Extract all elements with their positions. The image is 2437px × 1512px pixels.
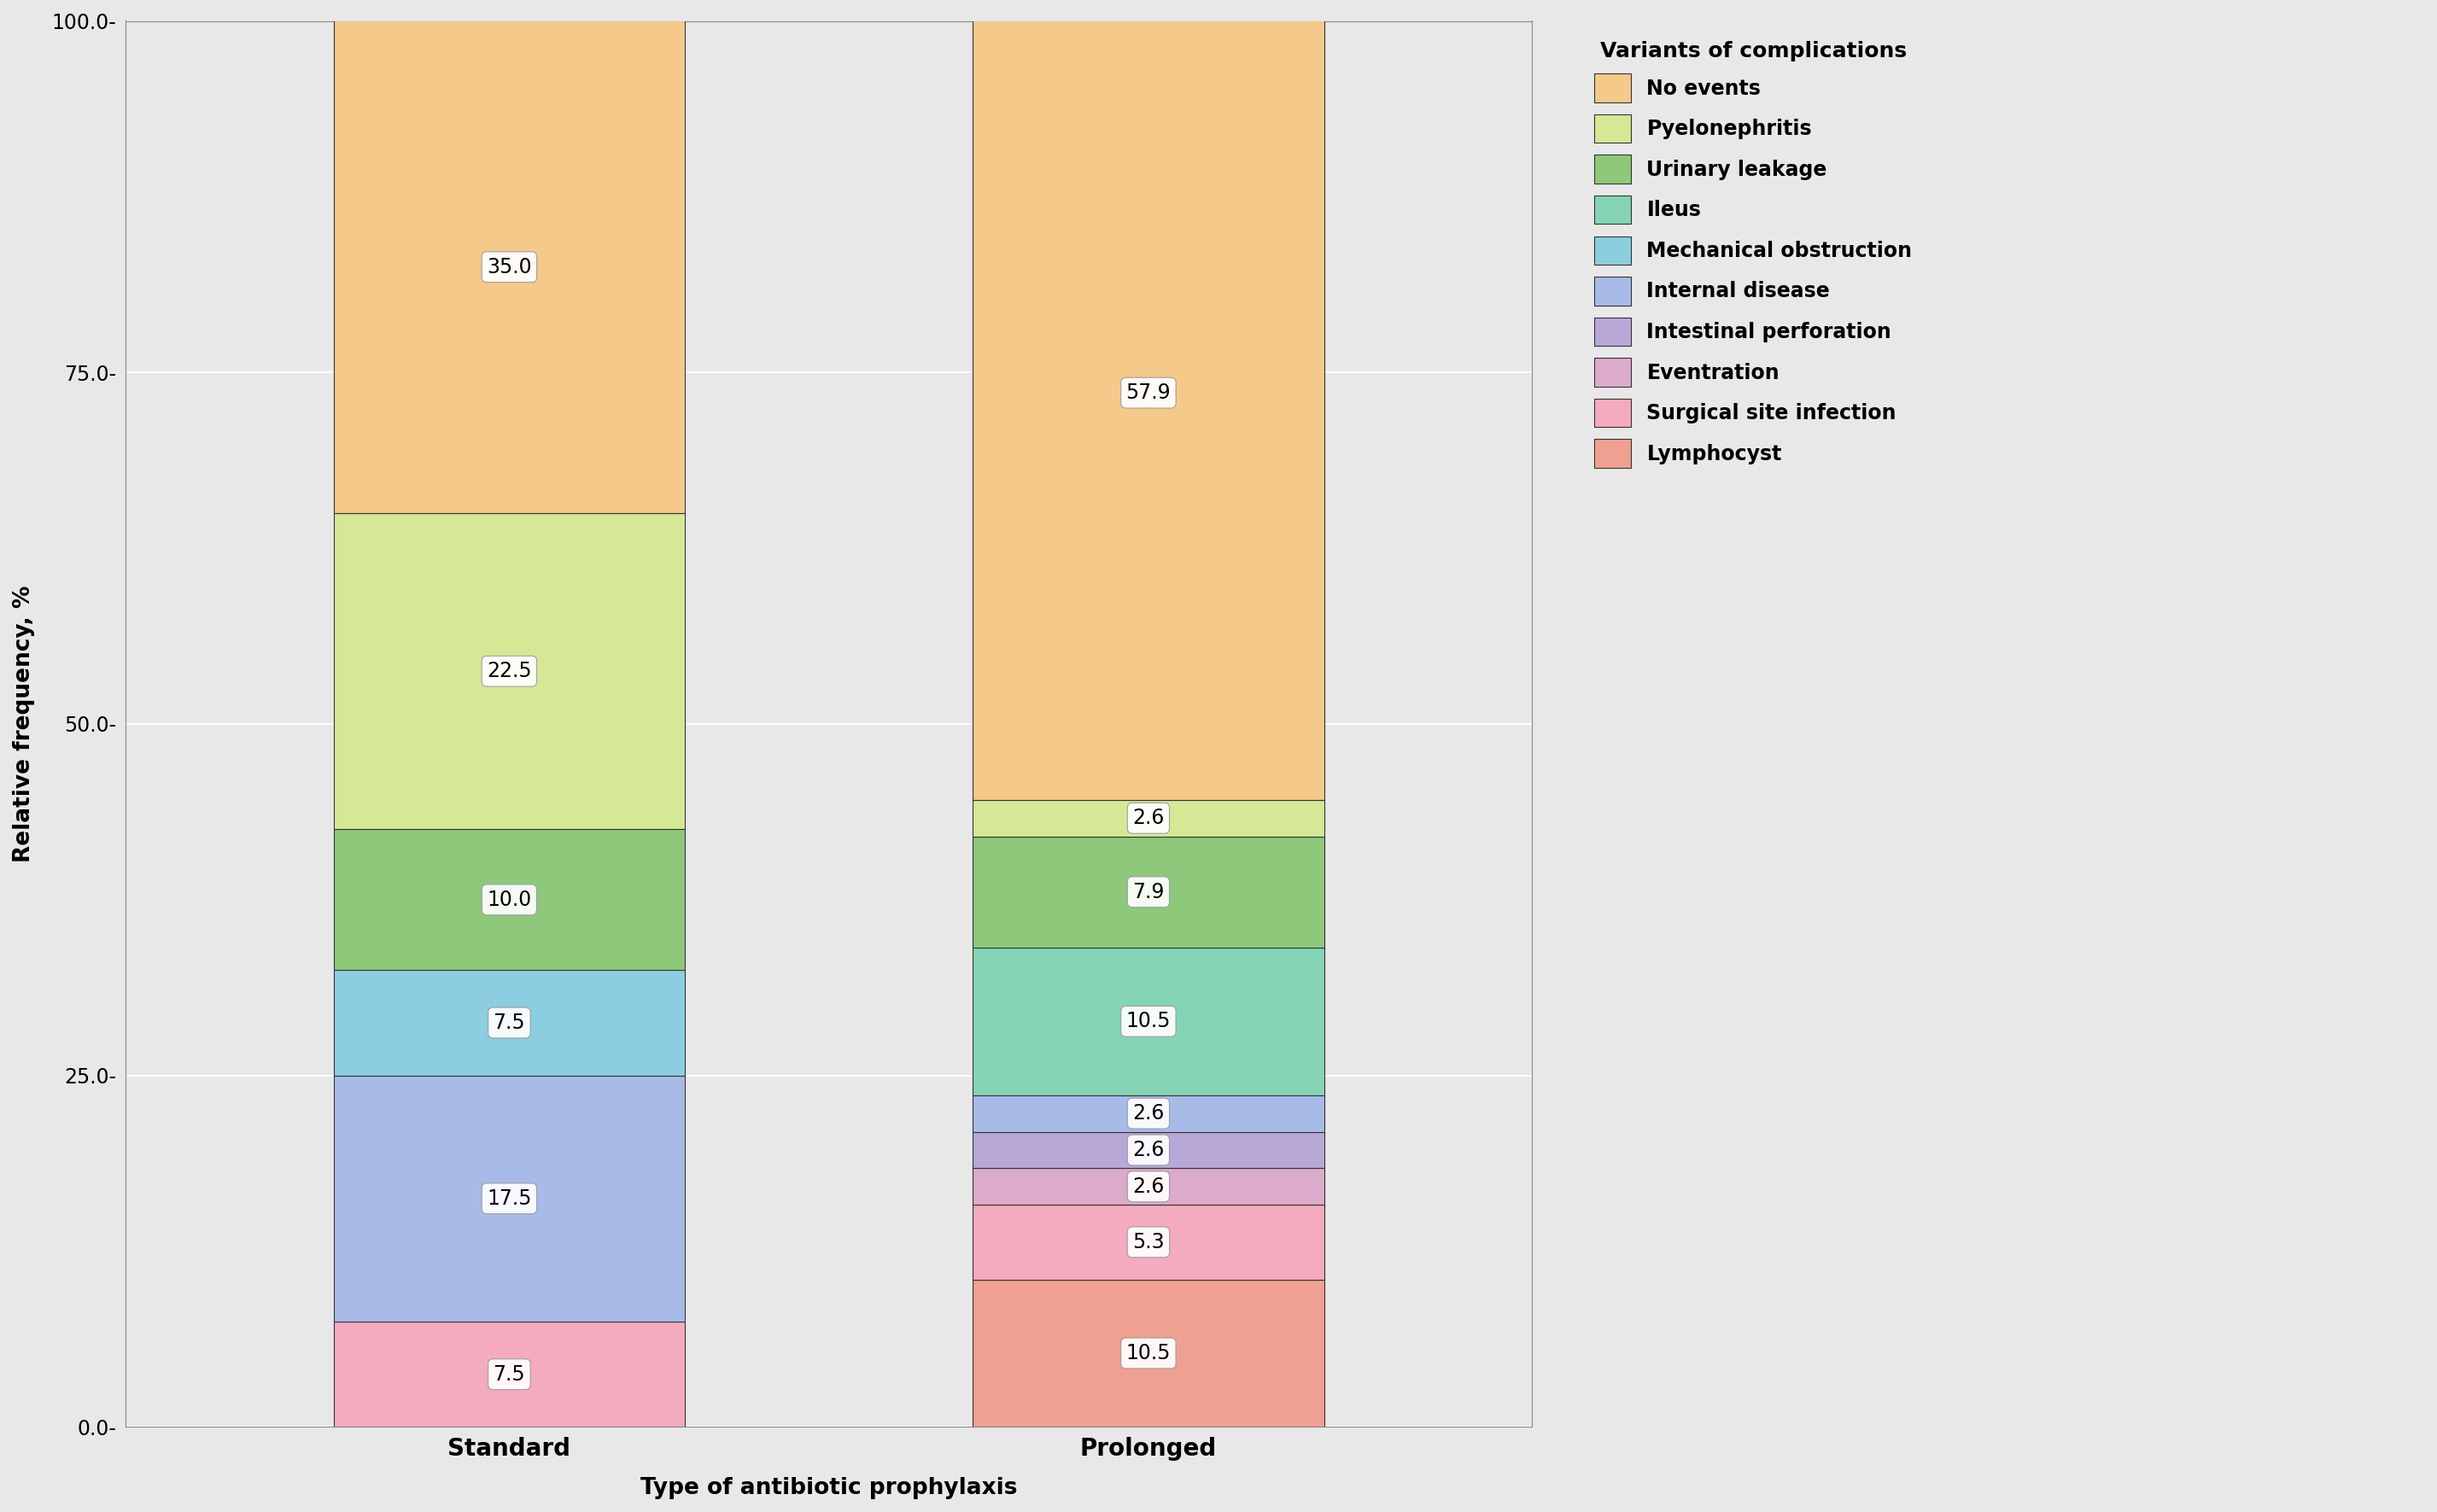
Legend: No events, Pyelonephritis, Urinary leakage, Ileus, Mechanical obstruction, Inter: No events, Pyelonephritis, Urinary leaka… <box>1584 32 1923 478</box>
Bar <box>972 1279 1323 1427</box>
Bar <box>972 800 1323 836</box>
X-axis label: Type of antibiotic prophylaxis: Type of antibiotic prophylaxis <box>641 1477 1016 1500</box>
Text: 2.6: 2.6 <box>1133 807 1165 829</box>
Text: 7.9: 7.9 <box>1133 881 1165 903</box>
Text: 2.6: 2.6 <box>1133 1176 1165 1198</box>
Text: 7.5: 7.5 <box>492 1364 526 1385</box>
Bar <box>972 836 1323 948</box>
Bar <box>334 1321 685 1427</box>
Text: 2.6: 2.6 <box>1133 1104 1165 1123</box>
Bar <box>334 21 685 513</box>
Text: 22.5: 22.5 <box>487 661 531 682</box>
Bar <box>334 971 685 1075</box>
Text: 10.5: 10.5 <box>1126 1343 1170 1364</box>
Bar <box>972 948 1323 1095</box>
Text: 10.5: 10.5 <box>1126 1012 1170 1031</box>
Text: 57.9: 57.9 <box>1126 383 1170 404</box>
Text: 35.0: 35.0 <box>487 257 531 277</box>
Text: 10.0: 10.0 <box>487 889 531 910</box>
Bar <box>972 1169 1323 1205</box>
Y-axis label: Relative frequency, %: Relative frequency, % <box>12 585 34 862</box>
Text: 17.5: 17.5 <box>487 1188 531 1208</box>
Bar <box>334 513 685 830</box>
Bar <box>972 1131 1323 1169</box>
Bar <box>334 1075 685 1321</box>
Bar <box>972 1095 1323 1131</box>
Bar <box>972 1205 1323 1279</box>
Bar <box>972 0 1323 800</box>
Text: 2.6: 2.6 <box>1133 1140 1165 1160</box>
Text: 5.3: 5.3 <box>1133 1232 1165 1252</box>
Bar <box>334 830 685 971</box>
Text: 7.5: 7.5 <box>492 1013 526 1033</box>
